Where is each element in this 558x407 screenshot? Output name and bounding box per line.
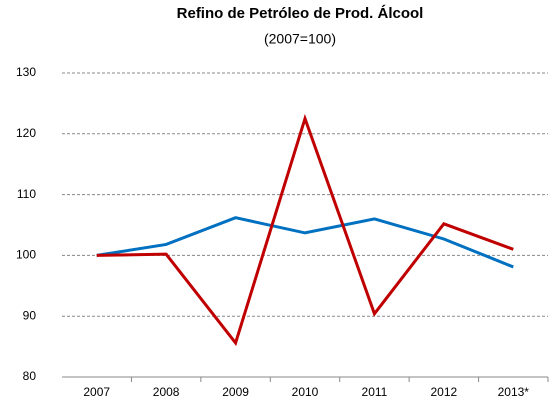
y-tick-label: 80 <box>23 369 37 383</box>
x-tick-label: 2008 <box>153 385 180 399</box>
y-tick-label: 100 <box>16 248 36 262</box>
series-line <box>96 216 514 269</box>
x-tick-label: 2013* <box>498 385 530 399</box>
series-line <box>96 113 514 347</box>
y-tick-label: 90 <box>23 308 37 322</box>
y-tick-label: 120 <box>16 126 36 140</box>
x-tick-label: 2011 <box>362 385 388 399</box>
y-tick-label: 130 <box>16 65 36 79</box>
chart-title: Refino de Petróleo de Prod. Álcool <box>177 5 424 22</box>
x-tick-label: 2007 <box>83 385 110 399</box>
x-tick-label: 2010 <box>292 385 319 399</box>
x-tick-label: 2009 <box>222 385 249 399</box>
chart-subtitle: (2007=100) <box>264 31 336 47</box>
y-tick-label: 110 <box>17 187 36 201</box>
x-tick-label: 2012 <box>431 385 458 399</box>
